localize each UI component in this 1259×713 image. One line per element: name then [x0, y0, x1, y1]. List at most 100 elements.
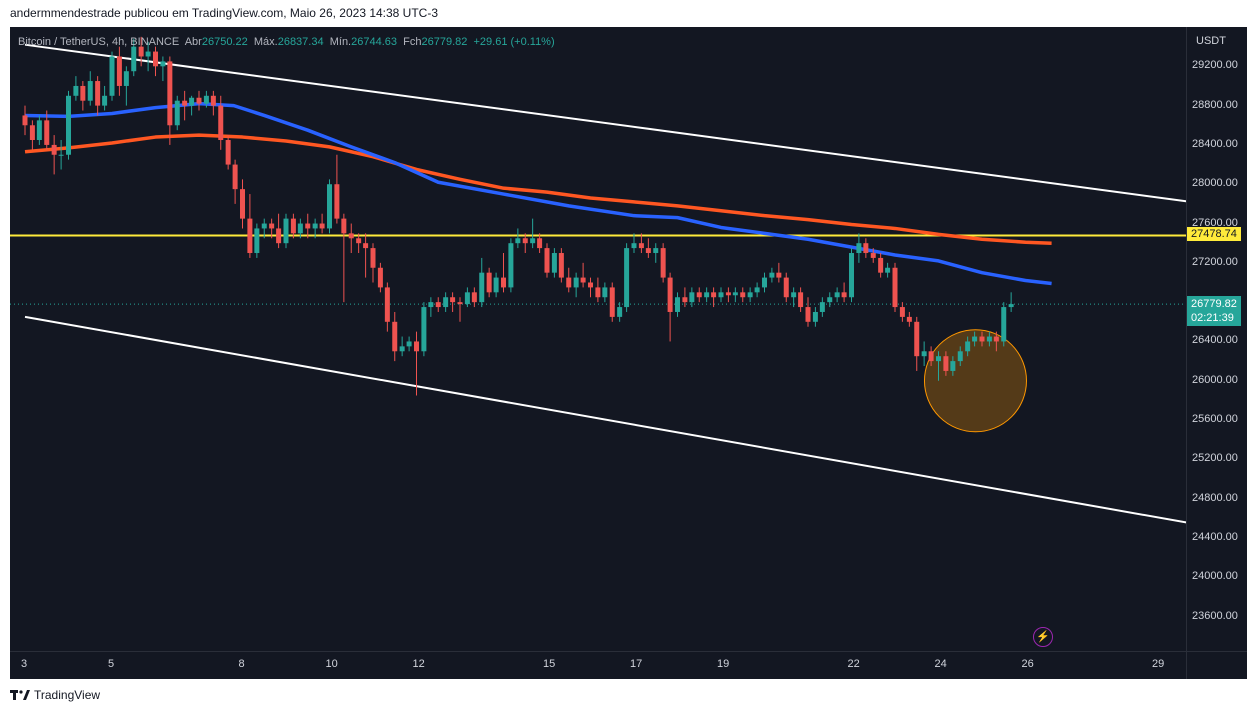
- candle-body: [696, 292, 702, 298]
- y-tick-label: 25600.00: [1192, 413, 1238, 426]
- candle-body: [283, 218, 289, 244]
- candle-body: [588, 282, 593, 288]
- candle-body: [334, 184, 340, 219]
- candle-body: [530, 238, 536, 244]
- candle-body: [421, 307, 427, 352]
- candle-body: [450, 297, 456, 303]
- candle-body: [551, 253, 557, 273]
- candle-body: [783, 277, 789, 298]
- price-axis[interactable]: [1186, 27, 1247, 651]
- candle-body: [769, 272, 775, 278]
- y-tick-label: 24400.00: [1192, 530, 1238, 543]
- candle-body: [22, 115, 28, 126]
- candle-body: [718, 292, 724, 298]
- legend-low: 26744.63: [351, 36, 398, 48]
- candle-body: [73, 85, 79, 96]
- x-tick-label: 26: [1021, 658, 1034, 670]
- chart-legend: Bitcoin / TetherUS, 4h, BINANCE Abr26750…: [18, 36, 555, 48]
- price-chart[interactable]: [10, 27, 1186, 651]
- candle-body: [102, 95, 108, 106]
- candle-body: [218, 105, 224, 141]
- y-tick-label: 29200.00: [1192, 59, 1238, 72]
- candle-body: [399, 346, 405, 352]
- candle-body: [856, 243, 862, 254]
- candle-body: [653, 248, 659, 254]
- candle-body: [819, 302, 825, 312]
- candle-body: [384, 287, 390, 322]
- candle-body: [145, 51, 151, 57]
- y-tick-label: 27600.00: [1192, 216, 1238, 229]
- candle-body: [435, 302, 441, 308]
- candle-body: [501, 277, 506, 288]
- candle-body: [377, 267, 383, 288]
- candle-body: [312, 223, 318, 229]
- candle-body: [131, 46, 137, 72]
- footer-brand-label: TradingView: [34, 688, 101, 702]
- footer-brand[interactable]: TradingView: [10, 688, 100, 702]
- candle-body: [602, 287, 608, 298]
- candle-body: [44, 120, 50, 145]
- x-tick-label: 3: [21, 658, 28, 670]
- candle-body: [624, 248, 630, 308]
- candle-body: [189, 97, 195, 106]
- candle-body: [747, 292, 753, 298]
- tradingview-logo-icon: [10, 690, 30, 700]
- y-tick-label: 24000.00: [1192, 570, 1238, 583]
- candle-body: [471, 292, 477, 303]
- candle-body: [167, 61, 173, 126]
- candle-body: [153, 51, 158, 67]
- channel-line-upper: [24, 43, 1186, 203]
- candle-body: [327, 184, 332, 229]
- candle-body: [428, 302, 434, 308]
- candle-body: [493, 277, 499, 293]
- candle-body: [123, 71, 129, 86]
- x-tick-label: 5: [108, 658, 115, 670]
- candle-body: [617, 307, 623, 317]
- candle-body: [537, 238, 543, 249]
- bar-countdown: 02:21:39: [1191, 312, 1234, 325]
- candle-body: [580, 277, 586, 283]
- highlight-circle: [923, 329, 1027, 433]
- channel-line-lower: [24, 315, 1186, 524]
- candle-body: [486, 272, 492, 293]
- candle-body: [682, 297, 688, 303]
- candle-body: [689, 292, 695, 303]
- candle-body: [443, 297, 449, 308]
- axis-corner[interactable]: [1186, 651, 1247, 679]
- candle-body: [595, 287, 601, 298]
- x-tick-label: 17: [630, 658, 643, 670]
- candle-body: [878, 257, 884, 273]
- candle-body: [645, 248, 651, 254]
- candle-body: [950, 361, 956, 371]
- candle-body: [225, 140, 231, 165]
- last-price-badge: 26779.82 02:21:39: [1187, 296, 1241, 327]
- candle-body: [675, 297, 680, 312]
- candle-body: [936, 356, 941, 362]
- candle-body: [290, 218, 296, 234]
- ma-orange-line: [24, 133, 1052, 245]
- ma-blue-line: [24, 101, 1052, 286]
- candle-body: [957, 351, 963, 362]
- candle-body: [892, 267, 898, 308]
- legend-close-label: Fch: [403, 36, 422, 48]
- candle-body: [406, 341, 412, 347]
- x-tick-label: 12: [412, 658, 425, 670]
- last-price-value: 26779.82: [1191, 298, 1237, 311]
- candle-body: [812, 311, 818, 322]
- legend-low-label: Mín.: [329, 36, 352, 48]
- candle-body: [247, 218, 253, 254]
- flash-icon[interactable]: ⚡: [1033, 627, 1053, 647]
- x-tick-label: 19: [717, 658, 730, 670]
- x-tick-label: 15: [543, 658, 556, 670]
- time-axis[interactable]: [10, 651, 1186, 679]
- candle-body: [928, 351, 934, 362]
- legend-high-label: Máx.: [253, 36, 278, 48]
- candle-body: [870, 253, 876, 258]
- candle-body: [116, 56, 122, 86]
- x-tick-label: 24: [934, 658, 947, 670]
- candle-body: [711, 292, 717, 298]
- candle-body: [203, 95, 209, 104]
- candle-body: [791, 292, 797, 298]
- candle-body: [943, 356, 949, 371]
- candle-body: [370, 248, 376, 268]
